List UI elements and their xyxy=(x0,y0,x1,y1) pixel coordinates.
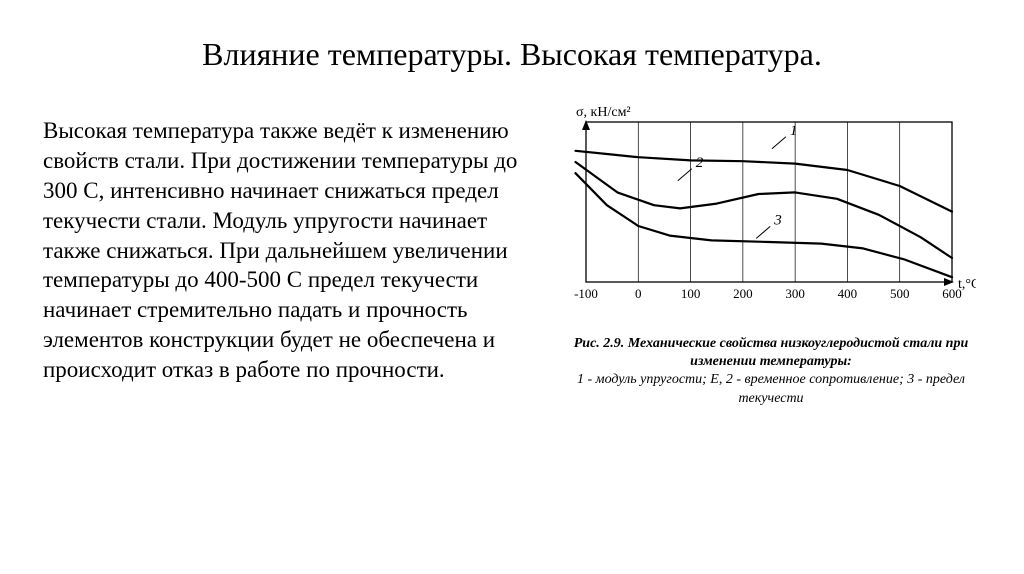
svg-text:2: 2 xyxy=(696,155,704,171)
svg-text:300: 300 xyxy=(785,286,805,301)
body-text: Высокая температура также ведёт к измене… xyxy=(43,116,523,385)
svg-text:1: 1 xyxy=(790,123,798,139)
svg-text:200: 200 xyxy=(733,286,753,301)
caption-legend: 1 - модуль упругости; E, 2 - временное с… xyxy=(577,372,965,405)
svg-text:-100: -100 xyxy=(574,286,598,301)
svg-text:t,°С: t,°С xyxy=(958,277,976,292)
svg-text:100: 100 xyxy=(681,286,701,301)
chart: -1000100200300400500600σ, кН/см²t,°С123 xyxy=(556,100,976,320)
page-title: Влияние температуры. Высокая температура… xyxy=(0,36,1024,73)
svg-text:3: 3 xyxy=(773,212,782,228)
page: Влияние температуры. Высокая температура… xyxy=(0,0,1024,574)
caption-title: Рис. 2.9. Механические свойства низкоугл… xyxy=(574,336,969,369)
figure: -1000100200300400500600σ, кН/см²t,°С123 … xyxy=(556,100,986,408)
figure-caption: Рис. 2.9. Механические свойства низкоугл… xyxy=(556,335,986,408)
svg-text:σ, кН/см²: σ, кН/см² xyxy=(576,105,631,120)
svg-text:500: 500 xyxy=(890,286,910,301)
svg-text:0: 0 xyxy=(635,286,642,301)
svg-text:400: 400 xyxy=(838,286,858,301)
